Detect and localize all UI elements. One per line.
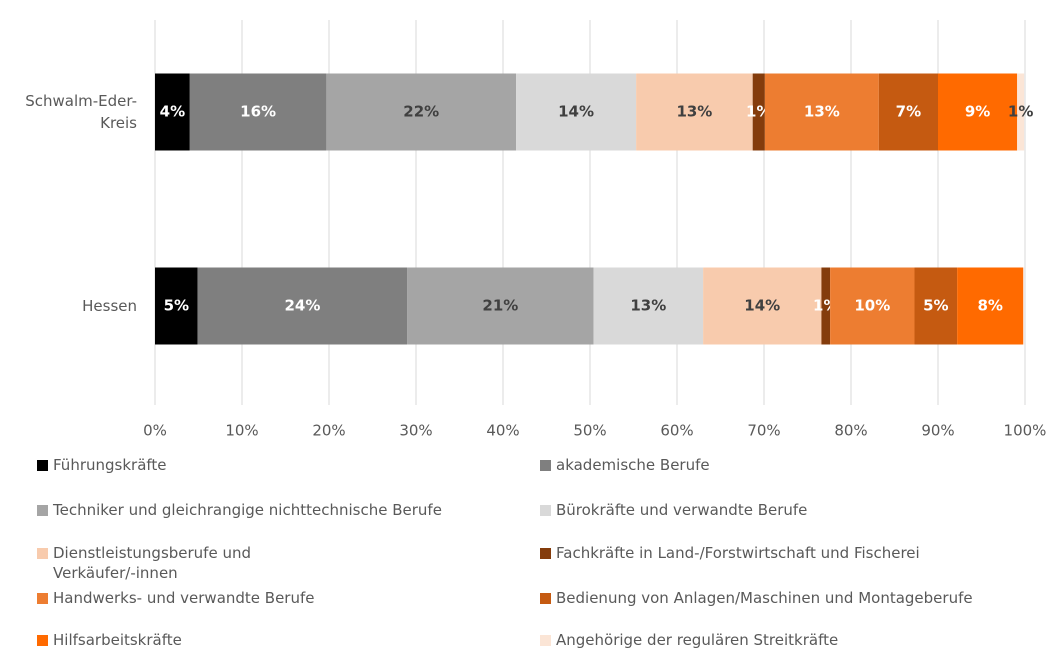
legend-item: Bürokräfte und verwandte Berufe	[540, 500, 807, 520]
bar-segment	[636, 73, 753, 151]
legend-label: Hilfsarbeitskräfte	[53, 631, 182, 649]
bar-segment	[878, 73, 938, 151]
legend-item: akademische Berufe	[540, 455, 710, 475]
data-label: 13%	[676, 103, 712, 121]
bar-segment	[821, 267, 831, 345]
bar-segment	[155, 73, 190, 151]
data-label: 16%	[240, 103, 276, 121]
data-label: 5%	[164, 297, 189, 315]
legend-item: Dienstleistungsberufe und Verkäufer/-inn…	[37, 543, 307, 583]
chart: 0% 10% 20% 30% 40% 50% 60% 70% 80% 90% 100% 4% 16% 22…	[143, 20, 1047, 440]
legend-label: Bedienung von Anlagen/Maschinen und Mont…	[556, 589, 973, 607]
legend-label: Fachkräfte in Land-/Forstwirtschaft und …	[556, 544, 920, 562]
data-label: 14%	[558, 103, 594, 121]
x-tick-label: 100%	[1004, 422, 1047, 440]
bar-segment	[830, 267, 915, 345]
legend-item: Führungskräfte	[37, 455, 167, 475]
bar-segment	[914, 267, 958, 345]
legend-swatch	[37, 505, 48, 516]
data-label: 1%	[1008, 103, 1033, 121]
legend-label: Handwerks- und verwandte Berufe	[53, 589, 315, 607]
legend-item: Hilfsarbeitskräfte	[37, 630, 182, 650]
legend-swatch	[37, 460, 48, 471]
bar-segment	[938, 73, 1018, 151]
data-label: 7%	[896, 103, 921, 121]
bar-segment	[752, 73, 765, 151]
legend-label: Führungskräfte	[53, 456, 167, 474]
bar-segment	[155, 267, 198, 345]
data-label: 14%	[744, 297, 780, 315]
data-label: 9%	[965, 103, 990, 121]
bar-segment	[593, 267, 704, 345]
legend-label: Techniker und gleichrangige nichttechnis…	[53, 501, 442, 519]
data-label: 8%	[977, 297, 1002, 315]
bar-segment	[703, 267, 822, 345]
legend-label: Dienstleistungsberufe und Verkäufer/-inn…	[53, 544, 251, 582]
bar-segment	[407, 267, 594, 345]
legend-item: Techniker und gleichrangige nichttechnis…	[37, 500, 442, 520]
bar-segment	[189, 73, 327, 151]
x-tick-label: 90%	[921, 422, 954, 440]
legend-item: Fachkräfte in Land-/Forstwirtschaft und …	[540, 543, 920, 563]
legend-item: Angehörige der regulären Streitkräfte	[540, 630, 838, 650]
data-label: 22%	[403, 103, 439, 121]
legend-swatch	[37, 593, 48, 604]
legend: Führungskräfte akademische Berufe Technike…	[0, 450, 1051, 650]
bar-segment	[326, 73, 517, 151]
x-tick-label: 40%	[486, 422, 519, 440]
y-tick-label: Hessen	[82, 297, 137, 315]
legend-swatch	[540, 505, 551, 516]
y-tick-label: Schwalm-Eder-Kreis	[25, 92, 137, 132]
legend-label: Angehörige der regulären Streitkräfte	[556, 631, 839, 649]
data-label: 5%	[923, 297, 948, 315]
bar-segment	[1017, 73, 1025, 151]
data-label: 24%	[285, 297, 321, 315]
bar-segment	[1023, 267, 1025, 345]
data-label: 10%	[854, 297, 890, 315]
x-tick-label: 60%	[660, 422, 693, 440]
data-label: 13%	[630, 297, 666, 315]
data-label: 13%	[804, 103, 840, 121]
data-label: 21%	[482, 297, 518, 315]
legend-swatch	[540, 460, 551, 471]
legend-item: Bedienung von Anlagen/Maschinen und Mont…	[540, 588, 973, 608]
legend-label: akademische Berufe	[556, 456, 710, 474]
x-tick-label: 10%	[225, 422, 258, 440]
legend-swatch	[540, 593, 551, 604]
x-tick-label: 50%	[573, 422, 606, 440]
data-label: 4%	[160, 103, 185, 121]
x-tick-label: 70%	[747, 422, 780, 440]
legend-swatch	[540, 548, 551, 559]
legend-swatch	[37, 635, 48, 646]
legend-swatch	[37, 548, 48, 559]
legend-label: Bürokräfte und verwandte Berufe	[556, 501, 808, 519]
x-tick-label: 0%	[143, 422, 167, 440]
x-tick-label: 20%	[312, 422, 345, 440]
bar-segment	[764, 73, 879, 151]
legend-item: Handwerks- und verwandte Berufe	[37, 588, 315, 608]
x-tick-label: 80%	[834, 422, 867, 440]
x-tick-label: 30%	[399, 422, 432, 440]
bar-segment	[516, 73, 637, 151]
legend-swatch	[540, 635, 551, 646]
bar-segment	[197, 267, 408, 345]
bar-segment	[957, 267, 1024, 345]
